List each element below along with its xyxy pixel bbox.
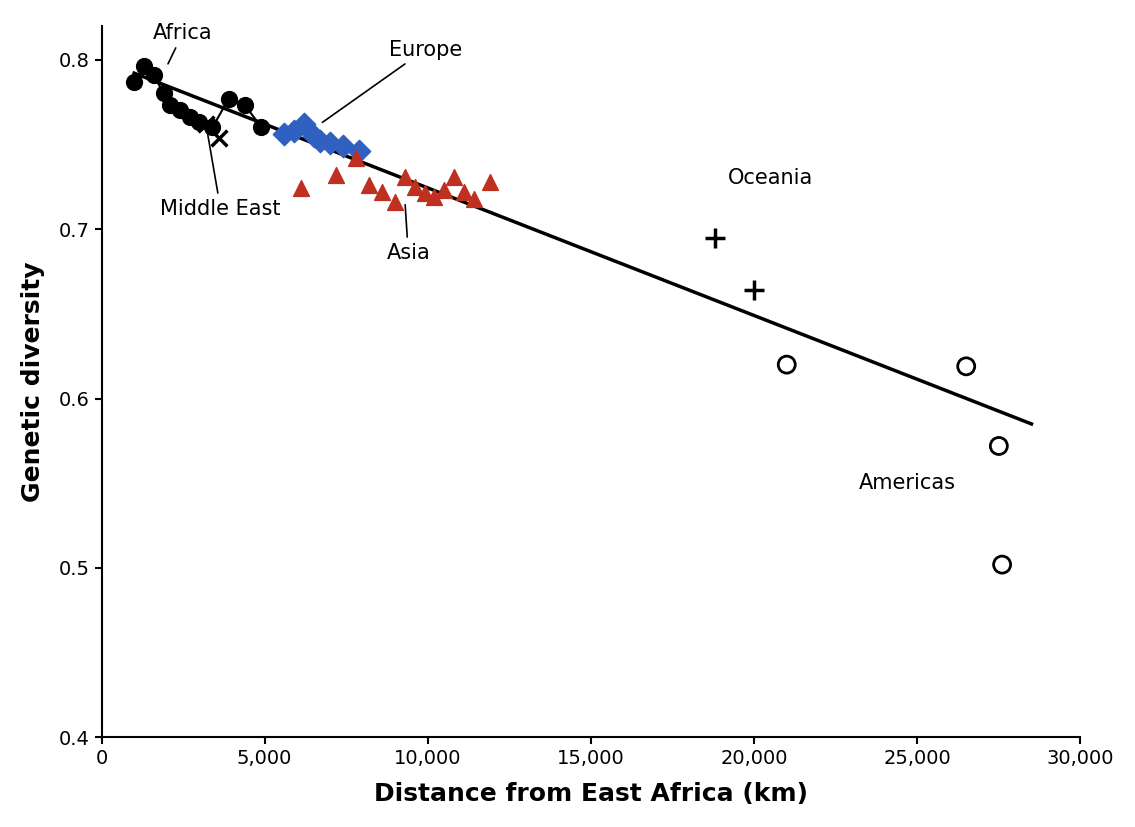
Point (327, 168, 345, 181)
Point (745, 284, 763, 297)
Point (993, 558, 1011, 571)
Point (236, 98, 254, 112)
Point (135, 60, 153, 73)
Point (435, 184, 453, 197)
Point (154, 87, 173, 100)
Point (706, 231, 724, 244)
Point (481, 175, 499, 189)
Point (360, 179, 378, 192)
Point (125, 75, 143, 88)
Point (196, 117, 215, 131)
Text: Asia: Asia (386, 205, 430, 263)
Point (373, 185, 392, 198)
Point (321, 136, 339, 149)
Text: Europe: Europe (322, 40, 462, 122)
Point (405, 180, 423, 194)
Point (777, 358, 796, 371)
Point (396, 170, 414, 183)
Point (990, 439, 1008, 452)
Point (252, 121, 270, 134)
Point (180, 111, 199, 124)
Point (170, 104, 188, 117)
Text: Middle East: Middle East (160, 127, 280, 218)
Point (415, 187, 434, 200)
Point (351, 145, 369, 158)
Point (161, 98, 179, 112)
Point (957, 360, 975, 373)
Text: Americas: Americas (858, 473, 956, 493)
Point (292, 182, 310, 195)
Point (203, 121, 221, 134)
Point (386, 195, 404, 208)
Point (455, 185, 473, 198)
X-axis label: Distance from East Africa (km): Distance from East Africa (km) (373, 782, 808, 806)
Point (285, 124, 303, 137)
Y-axis label: Genetic diversity: Genetic diversity (20, 261, 45, 502)
Text: Africa: Africa (153, 22, 213, 64)
Point (445, 170, 463, 183)
Point (311, 134, 329, 147)
Point (464, 192, 482, 205)
Text: Oceania: Oceania (728, 169, 814, 189)
Point (210, 131, 228, 144)
Point (220, 92, 238, 105)
Point (304, 129, 322, 142)
Point (295, 117, 313, 131)
Point (144, 68, 162, 81)
Point (426, 190, 444, 203)
Point (334, 140, 352, 153)
Point (191, 116, 209, 129)
Point (275, 127, 293, 141)
Point (347, 151, 365, 165)
